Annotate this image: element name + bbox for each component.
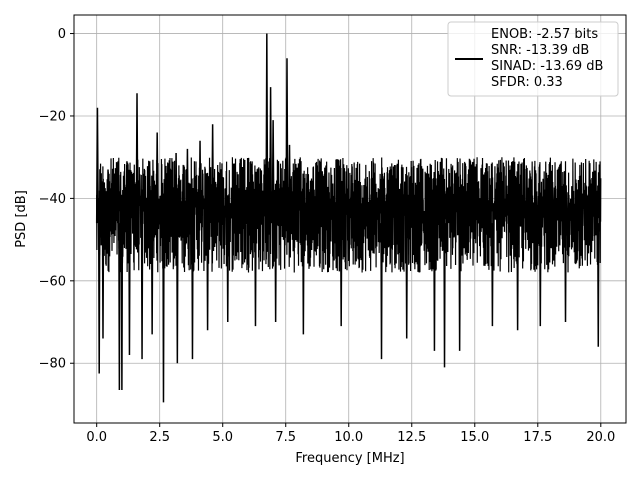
psd-peak bbox=[135, 93, 139, 224]
psd-dip bbox=[97, 223, 101, 374]
legend-box bbox=[447, 21, 619, 97]
psd-dip bbox=[254, 223, 257, 327]
legend-line: SNR: -13.39 dB bbox=[491, 43, 589, 58]
psd-peak bbox=[106, 169, 110, 224]
y-axis-label: PSD [dB] bbox=[14, 190, 29, 248]
psd-dip bbox=[564, 223, 567, 323]
psd-dip bbox=[140, 223, 144, 360]
psd-peak bbox=[211, 124, 215, 224]
legend-line: ENOB: -2.57 bits bbox=[491, 27, 598, 42]
psd-peak bbox=[148, 161, 152, 224]
legend: ENOB: -2.57 bits SNR: -13.39 dB SINAD: -13… bbox=[447, 21, 619, 97]
psd-peak bbox=[125, 161, 129, 224]
x-tick-label: 5.0 bbox=[212, 430, 233, 445]
psd-dip bbox=[162, 223, 165, 403]
psd-dip bbox=[206, 223, 209, 331]
psd-dip bbox=[128, 223, 131, 356]
psd-peak bbox=[269, 87, 273, 224]
x-tick-label: 2.5 bbox=[149, 430, 170, 445]
plot-frame bbox=[73, 14, 627, 424]
legend-entry: ENOB: -2.57 bits SNR: -13.39 dB SINAD: -13… bbox=[491, 27, 603, 90]
x-tick-label: 7.5 bbox=[275, 430, 296, 445]
psd-dip bbox=[443, 223, 446, 368]
psd-dip bbox=[191, 223, 194, 360]
psd-dip bbox=[380, 223, 383, 360]
x-tick-label: 20.0 bbox=[586, 430, 615, 445]
x-tick-label: 0.0 bbox=[86, 430, 107, 445]
psd-dip bbox=[118, 223, 121, 391]
psd-peak bbox=[285, 58, 289, 224]
y-axis-ticks: 0 −20 −40 −60 −80 bbox=[39, 27, 74, 372]
psd-dip bbox=[491, 223, 494, 327]
psd-dip bbox=[433, 223, 436, 351]
psd-peak bbox=[174, 153, 178, 224]
x-tick-label: 12.5 bbox=[397, 430, 426, 445]
x-axis-ticks: 0.0 2.5 5.0 7.5 10.0 12.5 15.0 17.5 20.0 bbox=[86, 423, 615, 445]
psd-peak bbox=[155, 132, 159, 224]
psd-dip bbox=[226, 223, 230, 323]
psd-dip bbox=[176, 223, 179, 364]
psd-peak bbox=[198, 140, 202, 224]
psd-dip bbox=[539, 223, 542, 327]
psd-peak bbox=[288, 144, 292, 224]
psd-dip bbox=[405, 223, 408, 339]
psd-peak bbox=[95, 107, 99, 224]
psd-dip bbox=[101, 223, 105, 339]
psd-peak bbox=[185, 148, 189, 224]
y-tick-label: −60 bbox=[39, 274, 66, 289]
y-tick-label: 0 bbox=[58, 27, 66, 42]
x-axis-label: Frequency [MHz] bbox=[295, 451, 404, 466]
y-tick-label: −40 bbox=[39, 192, 66, 207]
y-tick-label: −80 bbox=[39, 357, 66, 372]
psd-peak bbox=[271, 120, 275, 224]
psd-dip bbox=[120, 223, 124, 391]
legend-line: SINAD: -13.69 dB bbox=[491, 59, 603, 74]
psd-trace bbox=[95, 33, 602, 403]
psd-peak bbox=[265, 33, 269, 224]
x-tick-label: 17.5 bbox=[523, 430, 552, 445]
psd-dip bbox=[516, 223, 519, 331]
psd-dip bbox=[597, 223, 600, 347]
psd-dip bbox=[339, 223, 343, 327]
y-tick-label: −20 bbox=[39, 109, 66, 124]
psd-dip bbox=[458, 223, 461, 351]
psd-dip bbox=[274, 223, 277, 323]
x-tick-label: 10.0 bbox=[334, 430, 363, 445]
psd-dip bbox=[302, 223, 305, 335]
psd-peak bbox=[116, 161, 120, 224]
psd-peak bbox=[167, 169, 171, 224]
psd-dip bbox=[150, 223, 154, 335]
legend-line: SFDR: 0.33 bbox=[491, 75, 563, 90]
x-tick-label: 15.0 bbox=[460, 430, 489, 445]
